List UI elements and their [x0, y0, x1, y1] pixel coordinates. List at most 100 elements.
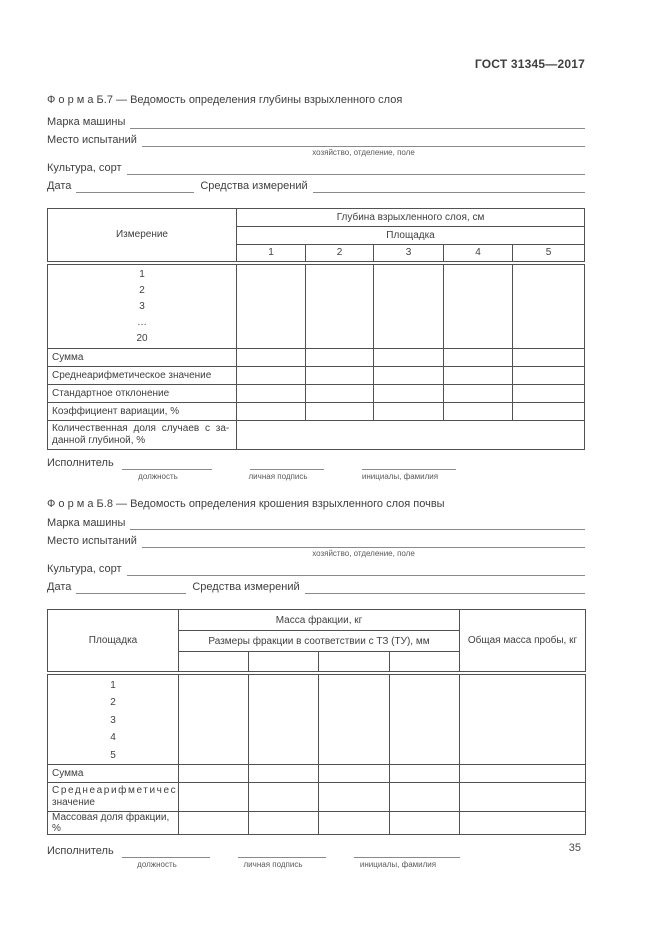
crumbling-fraction-cell [178, 811, 249, 836]
crumbling-sum-cell [318, 764, 390, 784]
crumbling-mean-label: Среднеарифметическое значение [47, 782, 179, 813]
crumbling-table: Площадка Масса фракции, кг Общая масса п… [47, 609, 586, 836]
field-instruments-blank [312, 180, 585, 193]
depth-table-site-header: Площадка [235, 226, 586, 245]
field-date-label: Дата [47, 581, 72, 593]
crumbling-sum-cell [389, 764, 460, 784]
executor-row-b8: Исполнитель [47, 845, 585, 859]
field-place-label: Место испытаний [47, 535, 137, 547]
executor-position-caption: должность [137, 860, 177, 870]
crumbling-data-cell [178, 670, 249, 766]
depth-table-site-5: 5 [511, 244, 586, 263]
depth-sum-cell [236, 348, 306, 367]
depth-mean-cell [511, 366, 586, 385]
crumbling-data-cell [459, 670, 586, 766]
crumbling-sum-cell [459, 764, 586, 784]
field-date-blank [76, 180, 195, 193]
executor-signature-blank [237, 846, 326, 859]
depth-stddev-cell [443, 384, 513, 403]
measurement-number: 1 [139, 268, 145, 280]
executor-signature-blank [249, 458, 324, 470]
field-machine-b8: Марка машины [47, 516, 585, 530]
site-number: 1 [110, 679, 116, 691]
site-number: 5 [110, 749, 116, 761]
depth-stddev-cell [511, 384, 586, 403]
depth-variation-cell [373, 402, 444, 421]
depth-variation-cell [511, 402, 586, 421]
depth-stddev-cell [373, 384, 444, 403]
executor-captions-b8: должность личная подпись инициалы, фамил… [47, 860, 585, 869]
field-place-note: хозяйство, отделение, поле [312, 148, 415, 157]
depth-stddev-cell [236, 384, 306, 403]
executor-name-blank [361, 458, 456, 470]
depth-sum-label: Сумма [47, 348, 237, 367]
executor-name-caption: инициалы, фамилия [359, 860, 437, 870]
depth-sum-cell [443, 348, 513, 367]
field-instruments-label: Средства измерений [200, 180, 308, 192]
field-date-b7: Дата Средства измерений [47, 179, 585, 193]
crumbling-fraction-cell [459, 811, 586, 836]
fraction-size-cell [318, 651, 390, 673]
depth-mean-cell [373, 366, 444, 385]
crumbling-mean-label-line1: Среднеарифметическое [52, 785, 178, 797]
fraction-size-cell [178, 651, 249, 673]
depth-share-label-line2: данной глубиной, % [52, 435, 146, 446]
crumbling-mean-label-line2: значение [52, 797, 95, 809]
executor-position-blank [121, 458, 212, 470]
depth-table-site-2: 2 [305, 244, 374, 263]
fraction-size-cell [389, 651, 460, 673]
depth-data-cell [305, 260, 374, 349]
crumbling-table-site-header: Площадка [47, 609, 179, 673]
crumbling-mean-cell [248, 782, 319, 813]
form-b8-title: Ф о р м а Б.8 — Ведомость определения кр… [47, 498, 445, 510]
field-place-blank [141, 535, 585, 548]
depth-variation-label: Коэффициент вариации, % [47, 402, 237, 421]
crumbling-mean-cell [459, 782, 586, 813]
executor-position-blank [121, 846, 210, 859]
depth-mean-label: Среднеарифметическое значение [47, 366, 237, 385]
crumbling-mean-cell [389, 782, 460, 813]
crumbling-sum-cell [178, 764, 249, 784]
depth-stddev-label: Стандартное отклонение [47, 384, 237, 403]
field-date-b8: Дата Средства измерений [47, 580, 585, 594]
depth-table-depth-header: Глубина взрыхленного слоя, см [235, 208, 586, 227]
form-b7-title: Ф о р м а Б.7 — Ведомость определения гл… [47, 94, 403, 106]
executor-name-blank [353, 846, 460, 859]
depth-sum-cell [511, 348, 586, 367]
depth-share-label-line1: Количественная доля случаев с за- [52, 423, 230, 434]
depth-data-cell [373, 260, 444, 349]
depth-mean-cell [236, 366, 306, 385]
crumbling-fraction-label: Массовая доля фракции, % [47, 811, 179, 836]
depth-table-site-1: 1 [236, 244, 306, 263]
depth-share-label: Количественная доля случаев с за- данной… [47, 420, 237, 450]
field-place-blank [141, 134, 585, 147]
measurement-number: 3 [139, 300, 145, 312]
measurement-number: 20 [136, 332, 148, 344]
crumbling-table-sizes-header: Размеры фракции в соответствии с ТЗ (ТУ)… [178, 630, 460, 652]
crumbling-fraction-cell [318, 811, 390, 836]
site-number: 2 [110, 697, 116, 709]
depth-mean-cell [443, 366, 513, 385]
executor-label: Исполнитель [47, 845, 114, 858]
measurement-number: … [137, 316, 147, 328]
standard-number: ГОСТ 31345—2017 [474, 57, 585, 71]
crumbling-table-total-header: Общая масса пробы, кг [459, 609, 586, 673]
field-machine-label: Марка машины [47, 116, 126, 128]
executor-captions-b7: должность личная подпись инициалы, фамил… [47, 472, 585, 481]
field-date-blank [76, 581, 187, 594]
depth-table: Измерение Глубина взрыхленного слоя, см … [47, 208, 586, 450]
depth-data-cell [236, 260, 306, 349]
crumbling-mean-cell [318, 782, 390, 813]
depth-sum-cell [373, 348, 444, 367]
field-place-note: хозяйство, отделение, поле [312, 549, 415, 558]
field-crop-blank [126, 563, 585, 576]
depth-table-measurement-header: Измерение [47, 208, 237, 263]
field-crop-label: Культура, сорт [47, 162, 122, 174]
depth-mean-cell [305, 366, 374, 385]
crumbling-fraction-cell [389, 811, 460, 836]
depth-variation-cell [443, 402, 513, 421]
site-number: 4 [110, 732, 116, 744]
field-crop-b7: Культура, сорт [47, 161, 585, 175]
depth-share-cell [235, 420, 586, 450]
crumbling-fraction-cell [248, 811, 319, 836]
